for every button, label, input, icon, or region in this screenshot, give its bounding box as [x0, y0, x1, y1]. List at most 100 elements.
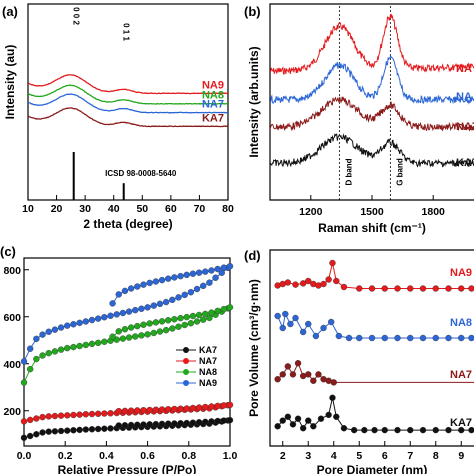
panel-c-point-NA9 — [82, 318, 90, 325]
panel-c-point-NA9 — [226, 263, 234, 270]
panel-c-xlabel: Relative Pressure (P/Po) — [58, 463, 197, 474]
panel-d-point-NA8 — [305, 320, 312, 328]
panel-c-point-NA7 — [202, 403, 209, 411]
panel-c-point-NA9 — [88, 316, 96, 324]
panel-a-xtick-label: 20 — [51, 203, 63, 215]
panel-c-point-KA7 — [177, 420, 184, 427]
panel-c-point-NA7 — [134, 407, 141, 414]
panel-d-point-KA7 — [299, 425, 307, 432]
panel-d-point-NA8 — [381, 334, 388, 342]
panel-d-point-KA7 — [458, 426, 465, 434]
panel-c-point-KA7 — [121, 422, 129, 429]
panel-c-point-NA8 — [202, 310, 209, 318]
panel-c-point-NA7 — [164, 406, 172, 413]
panel-c-point-NA9 — [193, 285, 201, 293]
panel-c-legend-text: NA9 — [199, 378, 217, 388]
panel-c-point-NA9 — [152, 278, 160, 285]
panel-c-point-NA9 — [64, 322, 71, 329]
panel-d-point-NA9 — [419, 285, 427, 292]
panel-d-xtick-label: 8 — [433, 450, 439, 462]
panel-d-point-NA7 — [330, 379, 337, 386]
panel-d-point-KA7 — [284, 413, 292, 420]
panel-c-ytick-label: 600 — [3, 312, 21, 324]
panel-d-point-NA9 — [445, 285, 452, 292]
panel-a-peak-label: 0 0 2 — [72, 7, 81, 25]
panel-c-point-NA8 — [119, 335, 127, 342]
panel-b-series-label: NA — [456, 91, 472, 103]
panel-c-point-KA7 — [208, 418, 215, 425]
panel-c-point-NA8 — [220, 305, 228, 313]
panel-d-point-NA7 — [310, 377, 317, 384]
panel-c-point-NA8 — [208, 309, 215, 316]
panel-c-point-NA9 — [169, 296, 176, 304]
panel-b-band-label: G band — [395, 158, 404, 186]
panel-c-point-NA7 — [57, 412, 65, 419]
panel-c-legend-marker — [183, 369, 189, 375]
panel-c-point-NA9 — [162, 298, 170, 306]
panel-d-point-NA8 — [282, 310, 289, 318]
panel-c-point-KA7 — [146, 421, 153, 428]
panel-c-xtick-label: 0.8 — [181, 450, 196, 462]
panel-c-point-NA9 — [109, 300, 116, 307]
panel-c-point-NA9 — [76, 319, 83, 327]
panel-a-xlabel: 2 theta (degree) — [83, 217, 172, 231]
panel-c-point-KA7 — [214, 417, 221, 425]
panel-c-point-NA8 — [226, 304, 234, 311]
panel-c-point-NA7 — [158, 406, 166, 413]
panel-d-point-NA8 — [279, 324, 286, 332]
panel-c-point-NA9 — [212, 274, 219, 281]
panel-c-point-NA9 — [119, 309, 127, 317]
panel-d-xtick-label: 2 — [280, 450, 286, 462]
panel-c-point-KA7 — [220, 417, 228, 424]
panel-b-series-label: NA7 — [456, 121, 474, 133]
panel-d-point-NA7 — [274, 376, 281, 383]
panel-d-point-NA8 — [394, 334, 401, 342]
panel-d-point-NA8 — [299, 328, 307, 336]
panel-d-point-NA9 — [284, 279, 292, 286]
panel-c-point-NA8 — [177, 314, 184, 322]
panel-c-point-NA8 — [26, 365, 34, 373]
panel-c-point-NA7 — [146, 406, 153, 414]
panel-c-point-KA7 — [101, 425, 108, 432]
panel-b-series-KA7 — [269, 133, 474, 168]
panel-c-point-NA9 — [140, 281, 147, 288]
panel-c-point-NA9 — [175, 294, 182, 301]
panel-c-point-NA8 — [109, 333, 116, 340]
panel-c-point-NA8 — [187, 320, 195, 327]
panel-c-point-KA7 — [26, 432, 34, 440]
panel-c-point-NA8 — [101, 338, 108, 345]
panel-b-series-NA7 — [269, 96, 474, 132]
panel-c-point-NA8 — [76, 342, 83, 350]
panel-d-point-NA8 — [345, 334, 353, 342]
panel-d-point-NA7 — [284, 363, 292, 370]
panel-d-series-label: NA9 — [450, 267, 472, 279]
panel-c-point-NA8 — [169, 325, 176, 332]
panel-d-point-NA9 — [381, 285, 388, 292]
panel-c-point-NA7 — [20, 418, 28, 425]
panel-c-point-KA7 — [70, 427, 77, 434]
panel-d-point-NA8 — [312, 332, 320, 340]
panel-c-point-NA9 — [146, 279, 153, 287]
panel-c-legend-marker — [183, 380, 189, 386]
panel-c-point-NA8 — [171, 316, 178, 323]
panel-d-point-NA9 — [394, 285, 401, 292]
panel-c-legend-marker — [183, 358, 189, 364]
panel-d-point-NA8 — [274, 312, 281, 320]
panel-c-point-NA8 — [175, 323, 182, 330]
panel-d-point-KA7 — [279, 417, 286, 424]
panel-c-point-KA7 — [226, 416, 234, 424]
panel-a-xtick-label: 70 — [194, 203, 206, 215]
panel-c-xtick-label: 0.4 — [99, 450, 114, 462]
panel-c-legend-text: NA8 — [199, 367, 217, 377]
panel-d-point-NA8 — [368, 334, 376, 342]
panel-d: (d) 2 3 4 5 6 7 8 9 Pore Diameter (nm) Pore Volume… — [244, 248, 474, 474]
panel-d-point-NA9 — [292, 281, 299, 288]
panel-c-point-NA9 — [33, 335, 40, 343]
panel-d-ylabel: Pore Volume (cm³/g·nm) — [247, 279, 261, 417]
panel-c-point-NA8 — [132, 333, 139, 340]
panel-d-point-KA7 — [468, 426, 474, 434]
panel-c-legend-text: KA7 — [199, 345, 217, 355]
panel-c-point-KA7 — [134, 421, 141, 428]
panel-b-series-NA9 — [269, 13, 474, 75]
